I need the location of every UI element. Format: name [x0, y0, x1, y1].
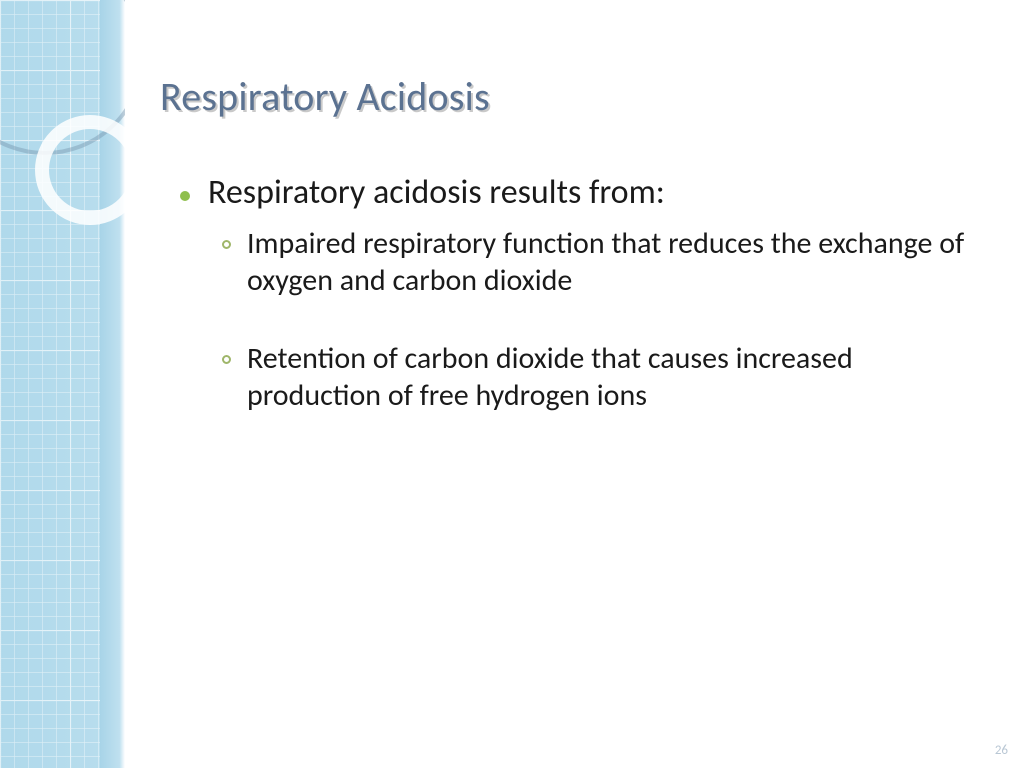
bullet-l2-text: Impaired respiratory function that reduc…	[247, 226, 984, 299]
slide: Respiratory Acidosis Respiratory Acidosi…	[0, 0, 1024, 768]
decorative-sidebar	[0, 0, 125, 768]
bullet-l2-marker	[222, 355, 231, 364]
bullet-l1-marker	[180, 191, 190, 201]
slide-content: Respiratory Acidosis Respiratory Acidosi…	[160, 72, 984, 414]
bullet-l1-text: Respiratory acidosis results from:	[208, 173, 665, 212]
bullet-l2-text: Retention of carbon dioxide that causes …	[247, 341, 984, 414]
bullet-level2-item: Impaired respiratory function that reduc…	[222, 226, 984, 299]
bullet-level1: Respiratory acidosis results from:	[180, 173, 984, 212]
bullet-level2-item: Retention of carbon dioxide that causes …	[222, 341, 984, 414]
bullet-l2-marker	[222, 240, 231, 249]
bullet-list: Respiratory acidosis results from: Impai…	[160, 173, 984, 414]
slide-title: Respiratory Acidosis Respiratory Acidosi…	[160, 72, 984, 121]
page-number: 26	[995, 743, 1008, 758]
slide-title-text: Respiratory Acidosis	[160, 72, 490, 121]
